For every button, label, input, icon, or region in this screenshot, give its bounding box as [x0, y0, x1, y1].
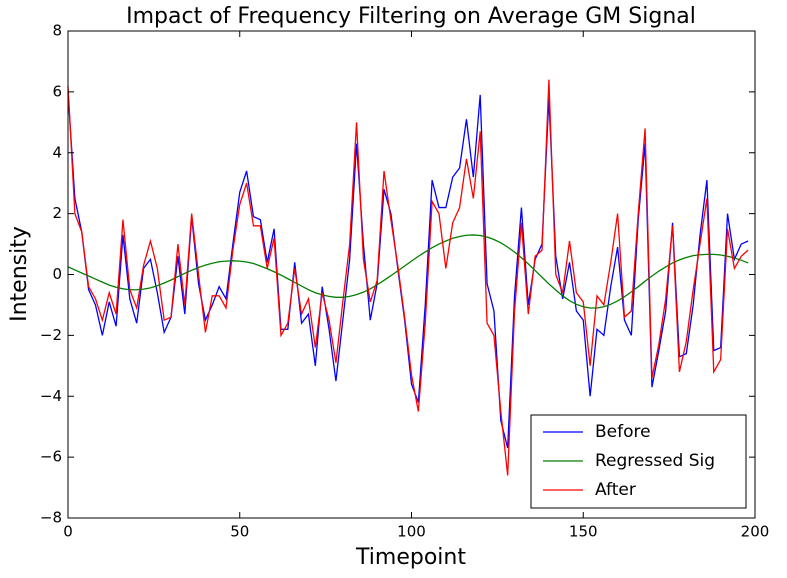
x-tick-label: 100 [397, 523, 426, 541]
y-tick-label: −4 [40, 387, 62, 405]
y-tick-label: 4 [52, 143, 62, 161]
y-axis-label: Intensity [7, 226, 32, 322]
y-tick-label: 0 [52, 265, 62, 283]
legend-label: Before [595, 422, 651, 442]
x-tick-label: 50 [230, 523, 249, 541]
line-series [67, 91, 749, 449]
line-series [67, 234, 749, 309]
y-tick-label: −6 [40, 448, 62, 466]
y-tick-label: −2 [40, 326, 62, 344]
y-tick-label: −8 [40, 509, 62, 527]
legend-label: After [595, 480, 636, 500]
y-tick-label: 6 [52, 82, 62, 100]
x-tick-label: 200 [741, 523, 770, 541]
x-axis-label: Timepoint [355, 545, 466, 570]
x-tick-label: 150 [569, 523, 598, 541]
y-tick-label: 8 [52, 22, 62, 40]
chart-title: Impact of Frequency Filtering on Average… [126, 4, 696, 29]
legend-label: Regressed Sig [595, 451, 715, 471]
y-tick-label: 2 [52, 204, 62, 222]
line-series [67, 79, 749, 476]
x-tick-label: 0 [63, 523, 73, 541]
